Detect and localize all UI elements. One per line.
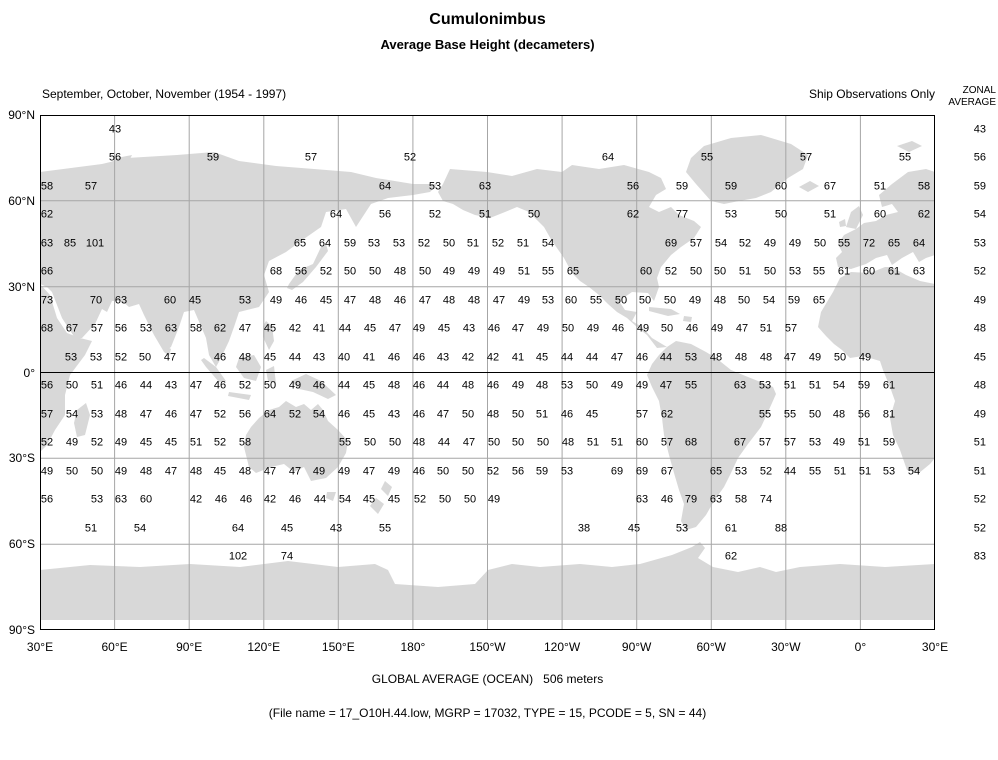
longitude-tick-label: 0° bbox=[854, 640, 867, 654]
zonal-average-value: 51 bbox=[973, 436, 986, 449]
zonal-average-value: 56 bbox=[973, 151, 986, 164]
landmass-north-america bbox=[438, 165, 701, 348]
zonal-average-value: 48 bbox=[973, 322, 986, 335]
landmass-borneo bbox=[236, 355, 261, 381]
zonal-average-value: 48 bbox=[973, 379, 986, 392]
landmass-iceland bbox=[799, 181, 819, 192]
zonal-header-line1: ZONAL bbox=[962, 85, 996, 96]
zonal-average-value: 49 bbox=[973, 294, 986, 307]
zonal-average-value: 54 bbox=[973, 208, 986, 221]
season-period-label: September, October, November (1954 - 199… bbox=[42, 87, 287, 101]
zonal-average-value: 59 bbox=[973, 180, 986, 193]
longitude-tick-label: 120°W bbox=[544, 640, 581, 654]
landmass-sumatra bbox=[201, 358, 226, 382]
zonal-average-value: 43 bbox=[973, 123, 986, 136]
longitude-tick-label: 60°E bbox=[101, 640, 128, 654]
latitude-tick-label: 0° bbox=[23, 365, 35, 380]
landmass-new-zealand-south bbox=[370, 498, 384, 514]
zonal-average-value: 53 bbox=[973, 237, 986, 250]
landmass-japan bbox=[287, 244, 328, 290]
landmass-ireland bbox=[839, 219, 846, 227]
longitude-tick-label: 30°W bbox=[771, 640, 801, 654]
chart-subtitle: Average Base Height (decameters) bbox=[380, 37, 595, 52]
world-map bbox=[40, 115, 935, 630]
longitude-tick-label: 30°E bbox=[26, 640, 54, 654]
landmass-novaya-zemlya bbox=[102, 155, 132, 172]
landmass-madagascar bbox=[74, 403, 90, 437]
landmass-greenland bbox=[686, 135, 808, 204]
longitude-tick-label: 120°E bbox=[247, 640, 281, 654]
landmass-new-guinea bbox=[291, 374, 336, 399]
landmass-philippines bbox=[263, 321, 274, 350]
longitude-tick-label: 90°E bbox=[176, 640, 203, 654]
landmass-africa-main bbox=[818, 267, 935, 473]
landmass-australia bbox=[244, 401, 348, 481]
landmass-britain bbox=[846, 206, 863, 229]
map-plot-area bbox=[40, 115, 935, 630]
file-info-label: (File name = 17_O10H.44.low, MGRP = 1703… bbox=[268, 706, 707, 720]
chart-title: Cumulonimbus bbox=[429, 11, 546, 28]
landmass-sulawesi bbox=[266, 366, 276, 384]
latitude-tick-label: 90°N bbox=[8, 108, 35, 122]
zonal-average-value: 51 bbox=[973, 465, 986, 478]
latitude-tick-label: 30°N bbox=[8, 279, 35, 294]
zonal-average-value: 45 bbox=[973, 351, 986, 364]
latitude-tick-label: 60°S bbox=[8, 537, 35, 552]
landmass-tasmania bbox=[326, 492, 336, 501]
map-border bbox=[40, 115, 935, 630]
latitude-tick-label: 90°S bbox=[8, 623, 35, 637]
longitude-tick-label: 150°W bbox=[469, 640, 506, 654]
zonal-header-line2: AVERAGE bbox=[948, 97, 996, 108]
grid-parallels bbox=[40, 200, 935, 545]
latitude-tick-label: 60°N bbox=[8, 193, 35, 208]
landmass-cuba bbox=[649, 307, 680, 316]
longitude-tick-label: 150°E bbox=[321, 640, 355, 654]
zonal-average-value: 52 bbox=[973, 265, 986, 278]
longitude-tick-label: 180° bbox=[400, 640, 426, 654]
zonal-average-value: 49 bbox=[973, 408, 986, 421]
landmass-svalbard bbox=[897, 141, 922, 152]
zonal-average-value: 52 bbox=[973, 493, 986, 506]
global-average-label: GLOBAL AVERAGE (OCEAN) 506 meters bbox=[371, 672, 604, 686]
longitude-tick-label: 30°E bbox=[921, 640, 949, 654]
landmass-eurasia bbox=[40, 152, 438, 367]
landmass-new-zealand-north bbox=[381, 481, 392, 496]
landmass-sri-lanka bbox=[164, 346, 171, 356]
zonal-average-header: ZONAL AVERAGE bbox=[948, 85, 996, 109]
zonal-average-value: 52 bbox=[973, 522, 986, 535]
landmass-hispaniola bbox=[683, 316, 692, 322]
latitude-tick-label: 30°S bbox=[8, 451, 35, 466]
landmass-java bbox=[228, 392, 251, 400]
source-label: Ship Observations Only bbox=[808, 87, 935, 101]
zonal-average-value: 83 bbox=[973, 550, 986, 563]
longitude-tick-label: 60°W bbox=[696, 640, 726, 654]
longitude-tick-label: 90°W bbox=[621, 640, 652, 654]
landmass-africa-east-sliver bbox=[40, 284, 92, 452]
